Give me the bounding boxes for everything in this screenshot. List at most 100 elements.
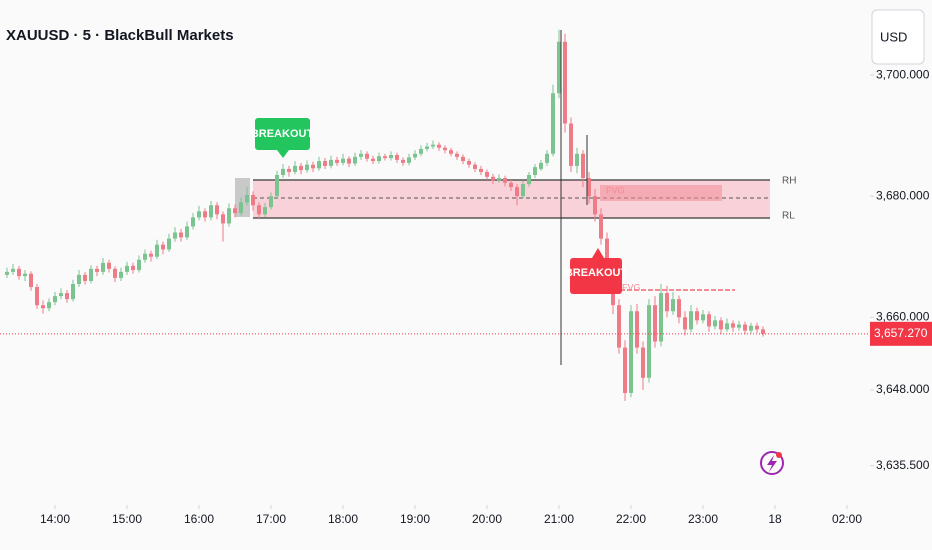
fvg-box [600,185,722,201]
candle-body [323,161,327,166]
candle-body [95,268,99,272]
candle-body [23,273,27,277]
candle-body [35,287,39,306]
x-tick-label: 16:00 [184,512,214,526]
candle-body [563,41,567,124]
candle-body [707,314,711,327]
candle-body [275,174,279,197]
x-tick-label: 20:00 [472,512,502,526]
candle-body [227,208,231,224]
candle-body [629,311,633,393]
annotation-label: RH [782,176,796,187]
candle-body [143,253,147,260]
candle-body [635,311,639,348]
candle-body [473,164,477,169]
candle-body [467,161,471,165]
candle-body [263,207,267,215]
candle-body [119,271,123,278]
candle-body [719,320,723,330]
candle-body [551,93,555,154]
candle-body [251,194,255,206]
candle-body [599,214,603,239]
candle-body [401,159,405,163]
currency-label: USD [880,29,907,44]
candle-body [617,305,621,348]
candle-body [107,262,111,269]
annotation-label: RL [782,211,795,222]
candle-body [185,226,189,238]
candle-body [713,320,717,327]
candle-body [29,273,33,288]
candle-body [179,232,183,238]
candle-body [203,211,207,218]
annotation-label: FVG [622,282,641,292]
candle-body [311,164,315,169]
candle-body [371,158,375,162]
candle-body [425,146,429,149]
candle-body [431,144,435,147]
candle-body [365,153,369,159]
y-tick-label: 3,648.000 [876,382,930,396]
x-tick-label: 18:00 [328,512,358,526]
candle-body [683,317,687,330]
annotation-pointer [592,248,604,258]
candle-body [737,324,741,328]
x-tick-label: 18 [768,512,782,526]
candle-body [665,293,669,312]
candle-body [581,153,585,179]
x-tick-label: 02:00 [832,512,862,526]
candle-body [341,158,345,163]
candle-body [659,293,663,342]
x-tick-label: 22:00 [616,512,646,526]
candle-body [509,182,513,188]
flash-icon[interactable] [760,451,784,475]
candle-body [137,259,141,271]
candle-body [125,265,129,272]
candle-body [335,159,339,163]
x-tick-label: 17:00 [256,512,286,526]
candle-body [455,153,459,157]
candle-body [377,156,381,162]
candle-body [527,174,531,185]
candle-body [305,164,309,171]
candle-body [557,41,561,94]
currency-button[interactable] [871,9,925,65]
candle-body [173,232,177,239]
candle-body [389,155,393,159]
candle-body [671,299,675,312]
annotation-label: FVG [606,185,625,195]
annotation-box [570,258,622,294]
candle-body [317,161,321,169]
candle-body [161,244,165,250]
x-tick-label: 23:00 [688,512,718,526]
candle-body [89,268,93,281]
candle-body [233,208,237,214]
origin-box [235,178,250,217]
plot: BREAKOUT BREAKOUT RH RL FVG FVG [0,29,874,509]
candle-body [533,167,537,175]
candle-body [647,305,651,378]
candle-body [701,314,705,321]
candle-body [101,262,105,272]
candle-body [677,299,681,318]
candle-body [5,271,9,275]
candle-body [449,150,453,154]
candle-body [269,196,273,208]
candle-body [239,202,243,214]
candle-body [731,323,735,328]
candle-body [245,194,249,203]
candle-body [761,329,765,334]
candle-body [695,311,699,321]
candle-body [611,287,615,306]
candle-body [443,147,447,151]
candle-body [293,165,297,172]
candle-body [653,305,657,342]
candle-body [491,176,495,181]
candle-body [221,214,225,224]
candle-body [437,144,441,148]
y-tick-label: 3,660.000 [876,309,930,323]
candle-body [299,165,303,171]
candle-body [623,347,627,393]
